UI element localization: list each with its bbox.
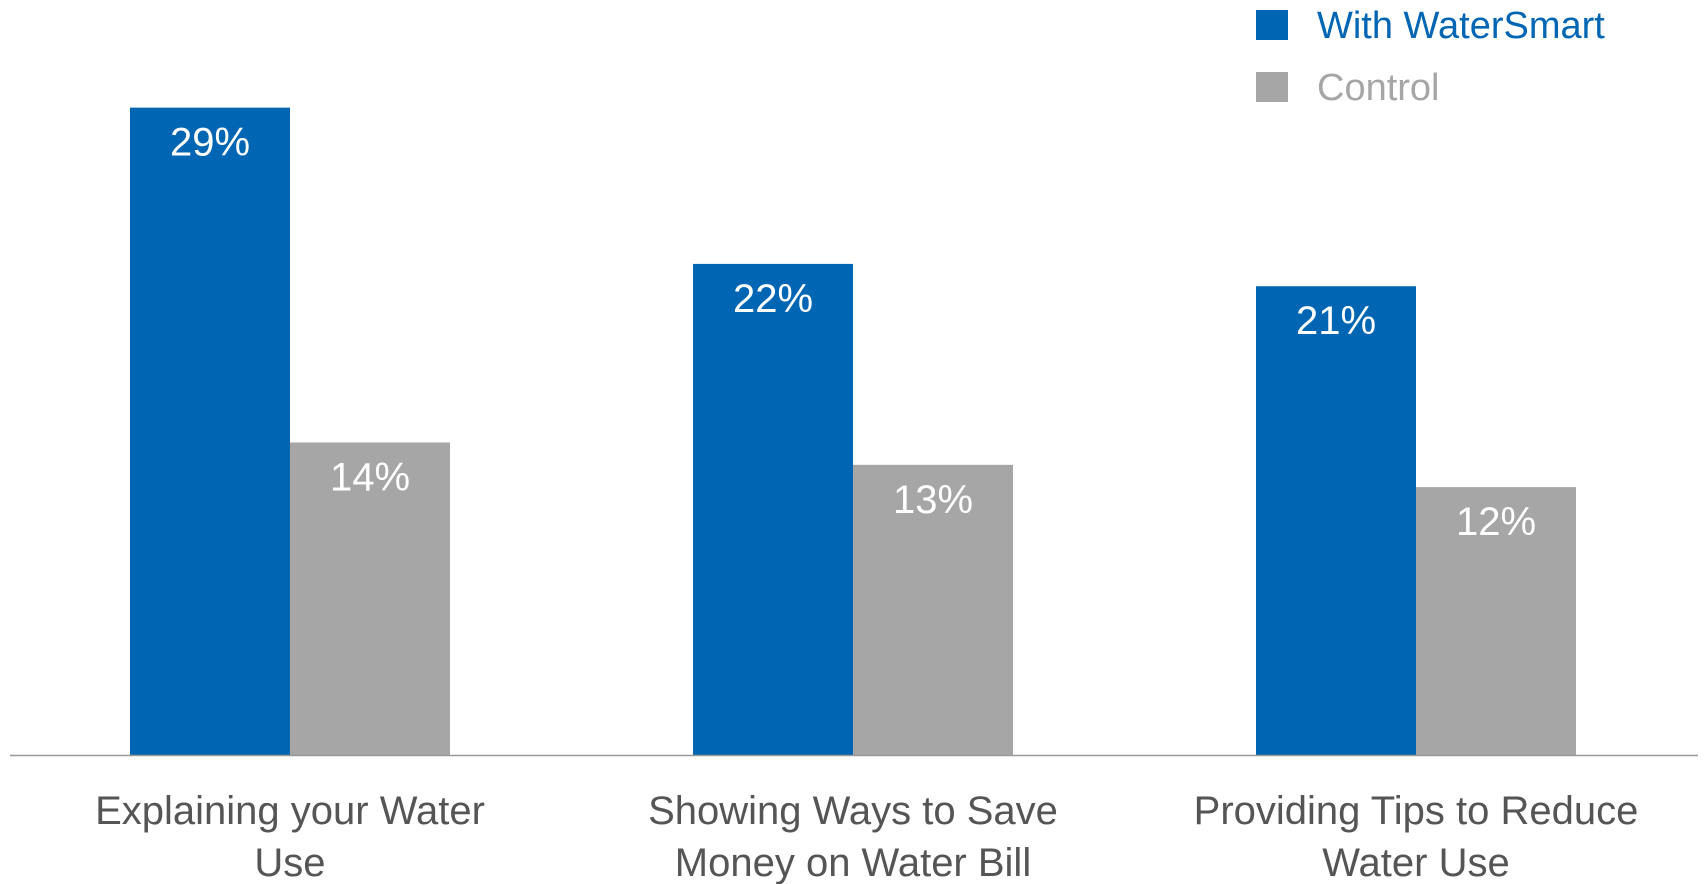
bar-value-label: 22%	[733, 277, 813, 321]
bars-group	[130, 107, 1576, 756]
bar-control-1	[853, 464, 1013, 755]
category-label: Water Use	[1322, 841, 1509, 884]
bar-value-label: 21%	[1296, 299, 1376, 343]
bar-watersmart-0	[130, 107, 290, 756]
bar-value-label: 14%	[330, 455, 410, 499]
legend-label-watersmart: With WaterSmart	[1317, 5, 1605, 47]
legend-swatch-control	[1256, 72, 1288, 102]
category-labels-group: Explaining your Water Use Showing Ways to …	[95, 789, 1638, 884]
legend-swatch-watersmart	[1256, 10, 1288, 40]
category-label: Use	[254, 841, 325, 884]
bar-value-label: 12%	[1456, 500, 1536, 544]
bar-watersmart-2	[1256, 286, 1416, 755]
bar-value-label: 29%	[170, 121, 250, 165]
bar-control-2	[1416, 487, 1576, 755]
bar-labels-group: 29% 14% 22% 13% 21% 12%	[170, 121, 1536, 544]
bar-value-label: 13%	[893, 478, 973, 522]
bar-watersmart-1	[693, 263, 853, 755]
category-label: Providing Tips to Reduce	[1194, 789, 1639, 833]
legend: With WaterSmart Control	[1256, 5, 1605, 109]
category-label: Money on Water Bill	[675, 841, 1031, 884]
bar-control-0	[290, 442, 450, 755]
category-label: Showing Ways to Save	[648, 789, 1058, 833]
legend-label-control: Control	[1317, 67, 1440, 109]
category-label: Explaining your Water	[95, 789, 485, 833]
